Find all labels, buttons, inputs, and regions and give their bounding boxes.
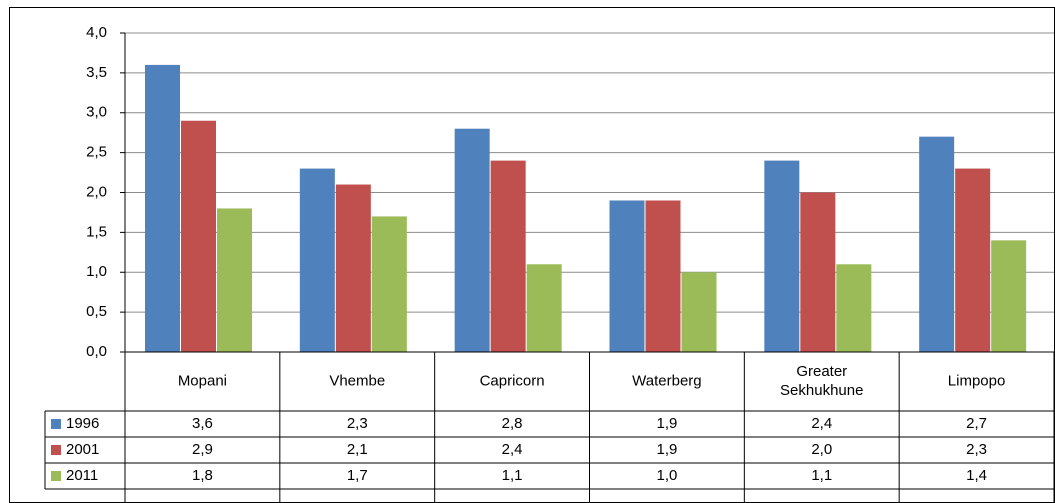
bar	[490, 160, 526, 352]
table-value: 2,3	[966, 441, 987, 458]
bar	[836, 264, 872, 352]
x-tick-label: Capricorn	[480, 372, 545, 389]
legend-swatch	[51, 419, 61, 429]
bar	[955, 168, 991, 352]
bar	[645, 200, 681, 352]
legend-label: 2001	[66, 441, 99, 458]
table-value: 2,4	[502, 441, 523, 458]
x-tick-label-line: Sekhukhune	[780, 382, 863, 399]
bar	[764, 160, 800, 352]
y-tick-label: 1,0	[86, 263, 107, 280]
table-value: 2,9	[192, 441, 213, 458]
bar	[526, 264, 562, 352]
legend-swatch	[51, 445, 61, 455]
x-tick-label-line: Greater	[796, 363, 847, 380]
y-tick-label: 4,0	[86, 24, 107, 41]
bar	[181, 120, 216, 352]
x-tick-label: Vhembe	[329, 372, 385, 389]
y-tick-label: 2,0	[86, 183, 107, 200]
bar	[919, 136, 955, 352]
bar	[335, 184, 371, 352]
table-value: 2,3	[347, 415, 368, 432]
table-value: 1,8	[192, 467, 213, 484]
legend-label: 2011	[66, 467, 98, 484]
x-tick-label: Limpopo	[948, 372, 1006, 389]
table-value: 2,7	[966, 415, 987, 432]
table-value: 1,1	[502, 467, 523, 484]
bar	[800, 192, 836, 352]
table-value: 2,1	[347, 441, 368, 458]
table-value: 1,7	[347, 467, 368, 484]
table-value: 1,0	[656, 467, 677, 484]
y-tick-label: 0,0	[86, 343, 107, 360]
bar	[145, 64, 180, 353]
table-value: 1,9	[656, 441, 677, 458]
y-tick-label: 0,5	[86, 303, 107, 320]
table-value: 2,0	[811, 441, 832, 458]
bar	[217, 208, 252, 352]
table-value: 2,4	[811, 415, 832, 432]
x-tick-label: Greater Sekhukhune	[780, 363, 863, 399]
table-value: 1,1	[811, 467, 832, 484]
table-value: 1,9	[656, 415, 677, 432]
bar	[299, 168, 335, 352]
y-tick-label: 3,0	[86, 104, 107, 121]
table-value: 3,6	[192, 415, 213, 432]
table-value: 2,8	[502, 415, 523, 432]
bar	[991, 240, 1027, 352]
x-tick-label: Mopani	[178, 372, 227, 389]
table-value: 1,4	[966, 467, 987, 484]
legend-swatch	[51, 471, 61, 481]
bar	[454, 128, 490, 352]
bar	[609, 200, 645, 352]
x-tick-label: Waterberg	[632, 372, 701, 389]
y-tick-label: 3,5	[86, 64, 107, 81]
bar	[681, 272, 717, 352]
bar	[371, 216, 407, 352]
y-tick-label: 2,5	[86, 144, 107, 161]
y-tick-label: 1,5	[86, 223, 107, 240]
legend-label: 1996	[66, 415, 99, 432]
